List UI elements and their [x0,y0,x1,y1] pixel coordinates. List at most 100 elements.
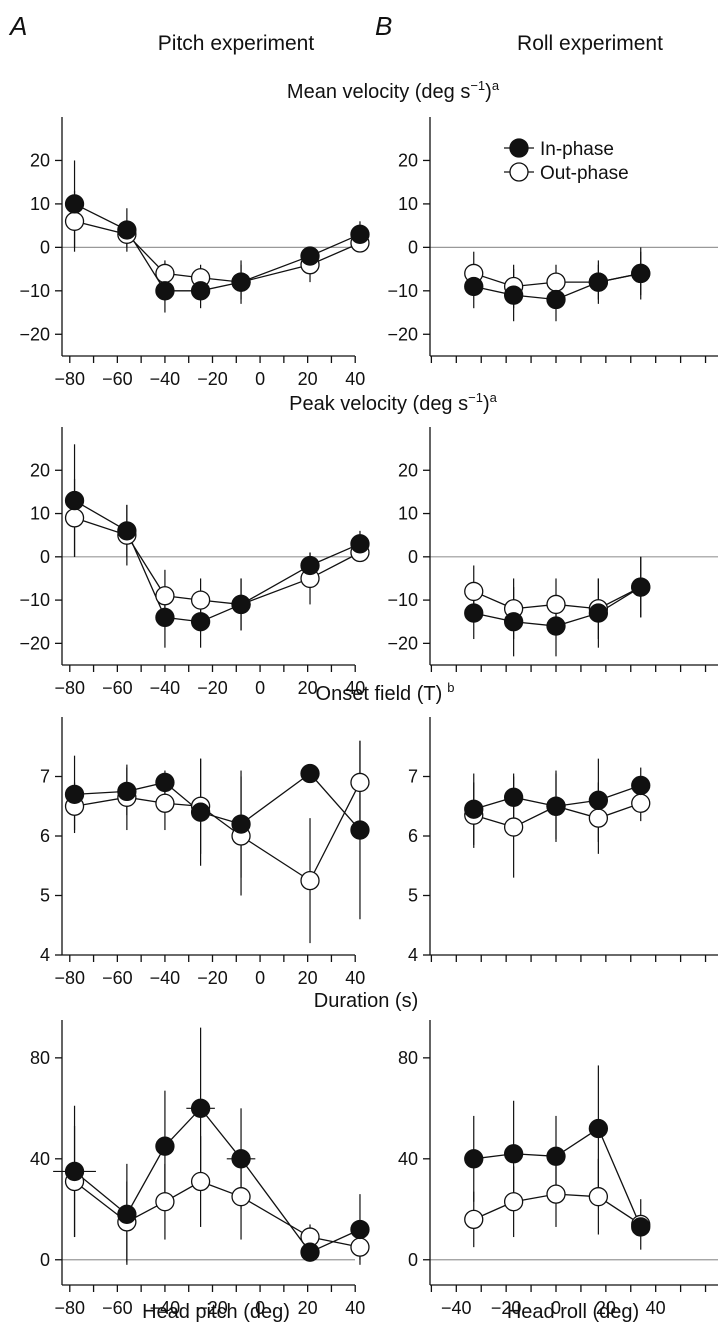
subplot-7: 0 40 80 −80 −60 −40 −20 0 20 40 [30,1020,370,1318]
in-phase-point [631,577,651,597]
y-tick-label: 4 [408,945,418,965]
subplot-4: −20 −10 0 10 20 [387,427,718,672]
x-tick-label: 0 [255,1298,265,1318]
y-tick-label: −20 [19,633,50,653]
row-title-duration-text: Duration (s) [314,990,418,1012]
out-phase-point [155,586,175,606]
x-tick-label: −60 [102,1298,133,1318]
x-tick-label: 20 [298,968,318,988]
row-title-peak-velocity: Peak velocity (deg s−1)a [289,390,497,415]
in-phase-point [350,534,370,554]
legend-in-phase-label: In-phase [540,139,614,160]
x-tick-label: 20 [298,369,318,389]
out-phase-point [64,508,85,528]
y-tick-label: 10 [398,194,418,214]
column-title-roll: Roll experiment [517,32,663,55]
x-tick-label: −20 [197,968,228,988]
x-tick-label: 40 [345,1298,365,1318]
series-line [473,1127,642,1228]
in-phase-point [155,1136,175,1156]
x-tick-label: 0 [255,968,265,988]
in-phase-point [64,490,85,511]
y-tick-label: 10 [398,504,418,524]
in-phase-point [546,796,566,816]
in-phase-point [231,1149,251,1169]
row-title-mean-velocity: Mean velocity (deg s−1)a [287,78,500,103]
x-tick-label: 40 [345,369,365,389]
series-line [74,772,361,831]
in-phase-point [155,772,175,793]
y-tick-label: −20 [19,324,50,344]
in-phase-point [231,594,251,615]
y-tick-label: −10 [387,590,418,610]
x-tick-label: −80 [55,678,86,698]
x-tick-label: 40 [646,1298,666,1318]
in-phase-point [350,820,370,840]
in-phase-point [546,289,566,310]
x-tick-label: 20 [298,1298,318,1318]
in-phase-point [350,224,370,244]
out-phase-point [588,808,609,828]
legend-out-phase-label: Out-phase [540,163,629,184]
y-tick-label: 0 [408,1250,418,1270]
out-phase-point [190,590,211,610]
y-tick-label: 20 [398,460,418,480]
y-tick-label: 80 [30,1048,50,1068]
row-title-onset-field-footnote: b [447,680,454,695]
in-phase-point [588,603,609,623]
in-phase-point [300,763,320,784]
subplot-1: −20 −10 0 10 20 −80 −60 −40 −20 0 20 40 [19,117,370,389]
y-tick-label: 40 [398,1149,418,1169]
in-phase-point [190,612,211,632]
x-tick-label: −40 [150,968,181,988]
row-title-peak-velocity-exponent: −1 [468,390,483,405]
out-phase-point [464,1209,484,1230]
x-axis-label-roll: Head roll (deg) [507,1301,639,1323]
x-tick-label: 40 [345,678,365,698]
y-tick-label: −20 [387,324,418,344]
row-title-mean-velocity-exponent: −1 [470,78,485,93]
in-phase-point [631,1217,651,1237]
y-tick-label: 7 [408,767,418,787]
y-tick-label: 5 [40,886,50,906]
x-tick-label: −20 [197,1298,228,1318]
x-tick-label: 20 [298,678,318,698]
x-tick-label: −60 [102,968,133,988]
y-tick-label: 20 [398,150,418,170]
out-phase-point [300,870,320,891]
out-phase-point [546,1184,566,1204]
row-title-peak-velocity-footnote: a [490,390,498,405]
in-phase-point [588,272,609,292]
out-phase-point [190,1171,211,1192]
y-tick-label: −10 [387,281,418,301]
out-phase-point [503,1192,524,1212]
row-title-mean-velocity-text: Mean velocity (deg s [287,81,470,103]
in-phase-point [464,1149,484,1169]
x-tick-label: −40 [150,1298,181,1318]
in-phase-point [64,194,85,214]
y-tick-label: 6 [408,826,418,846]
x-tick-label: −20 [197,369,228,389]
subplot-6: 4 5 6 7 [408,717,718,965]
in-phase-point [117,1204,137,1224]
y-tick-label: 4 [40,945,50,965]
out-phase-point [64,211,85,231]
in-phase-point [117,521,137,541]
x-tick-label: 40 [345,968,365,988]
x-tick-label: −80 [55,369,86,389]
x-tick-label: −60 [102,678,133,698]
in-phase-point [190,281,211,301]
x-tick-label: −80 [55,968,86,988]
in-phase-point [300,246,320,266]
y-tick-label: 20 [30,150,50,170]
out-phase-point [503,817,524,837]
in-phase-point [190,1098,211,1118]
in-phase-point [631,263,651,284]
legend-in-phase-marker [509,138,529,158]
in-phase-point [503,1144,524,1164]
in-phase-point [464,603,484,623]
y-tick-label: 0 [408,547,418,567]
out-phase-point [588,1187,609,1207]
in-phase-point [155,281,175,301]
